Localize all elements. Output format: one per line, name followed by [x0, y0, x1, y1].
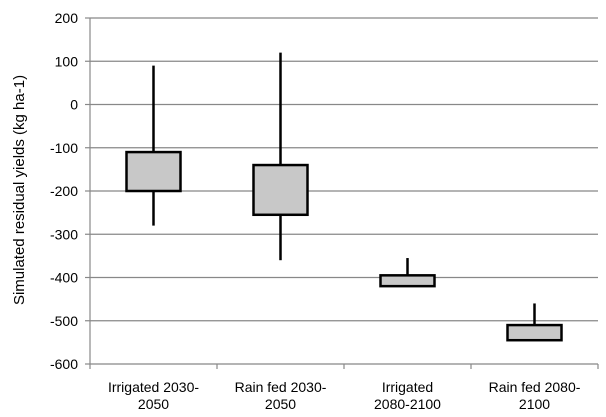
- category-label-line: Rain fed 2030-: [235, 379, 327, 395]
- box-rect: [379, 274, 436, 288]
- category-label-line: Irrigated 2030-: [108, 379, 199, 395]
- y-tick-label: -300: [50, 226, 78, 242]
- category-label-line: Rain fed 2080-: [489, 379, 581, 395]
- y-tick-label: -400: [50, 270, 78, 286]
- y-tick-label: -100: [50, 140, 78, 156]
- y-tick-label: -200: [50, 183, 78, 199]
- category-label-line: Irrigated: [382, 379, 433, 395]
- y-tick-label: 100: [55, 53, 79, 69]
- box-series: [125, 52, 563, 342]
- box-rect: [252, 163, 309, 217]
- category-label-line: 2050: [265, 396, 296, 412]
- box-4: [506, 303, 563, 342]
- y-tick-label: 0: [70, 97, 78, 113]
- category-label-line: 2080-2100: [374, 396, 441, 412]
- box-rect: [125, 150, 182, 193]
- box-3: [379, 258, 436, 288]
- category-label: Irrigated 2080-2100: [374, 379, 441, 412]
- box-1: [125, 65, 182, 226]
- category-label: Rain fed 2030-2050: [235, 379, 327, 412]
- y-tick-label: 200: [55, 10, 79, 26]
- category-label-line: 2050: [138, 396, 169, 412]
- category-label-line: 2100: [519, 396, 550, 412]
- y-axis-ticks: 200 100 0 -100 -200 -300 -400 -500 -600: [50, 10, 90, 372]
- y-axis-title: Simulated residual yields (kg ha-1): [11, 75, 28, 305]
- box-rect: [506, 323, 563, 342]
- box-2: [252, 52, 309, 261]
- category-label: Irrigated 2030-2050: [108, 379, 199, 412]
- category-label: Rain fed 2080-2100: [489, 379, 581, 412]
- y-tick-label: -500: [50, 313, 78, 329]
- x-axis: [89, 18, 599, 369]
- y-tick-label: -600: [50, 356, 78, 372]
